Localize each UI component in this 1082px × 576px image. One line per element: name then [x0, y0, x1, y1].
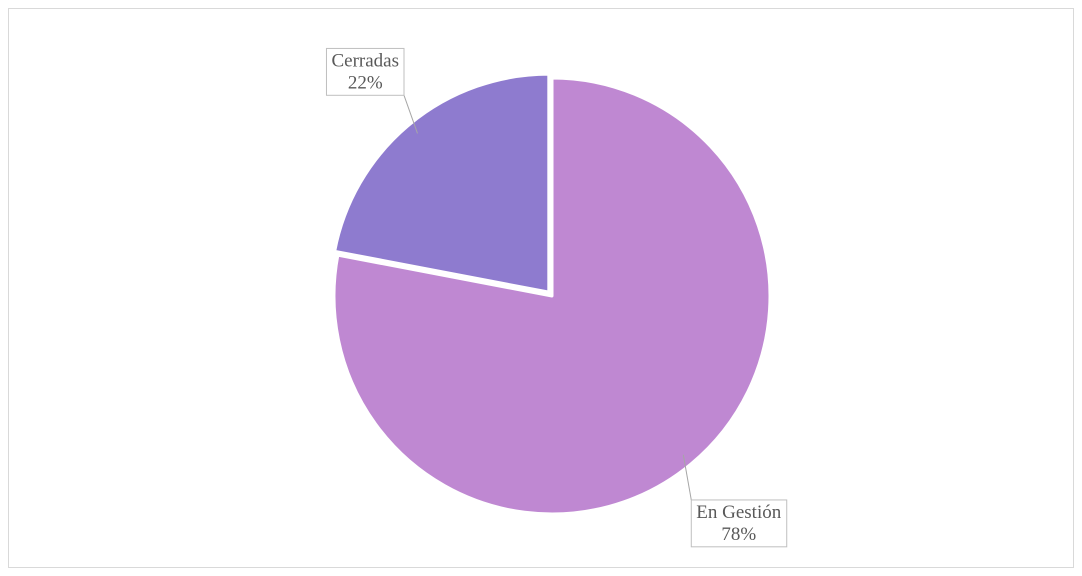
label-text: En Gestión 78%: [696, 502, 781, 545]
pie-slice: [333, 72, 551, 294]
data-label: Cerradas 22%: [325, 47, 418, 134]
label-box: [325, 47, 405, 96]
leader-line: [682, 454, 692, 501]
label-value: 22%: [348, 72, 383, 93]
label-category: Cerradas: [331, 50, 399, 71]
label-box: [690, 499, 788, 548]
label-value: 78%: [721, 524, 756, 545]
label-category: En Gestión: [696, 502, 781, 523]
data-label: En Gestión 78%: [682, 454, 788, 548]
label-text: Cerradas 22%: [331, 50, 399, 93]
pie-slice: [332, 76, 772, 516]
leader-line: [403, 95, 418, 134]
